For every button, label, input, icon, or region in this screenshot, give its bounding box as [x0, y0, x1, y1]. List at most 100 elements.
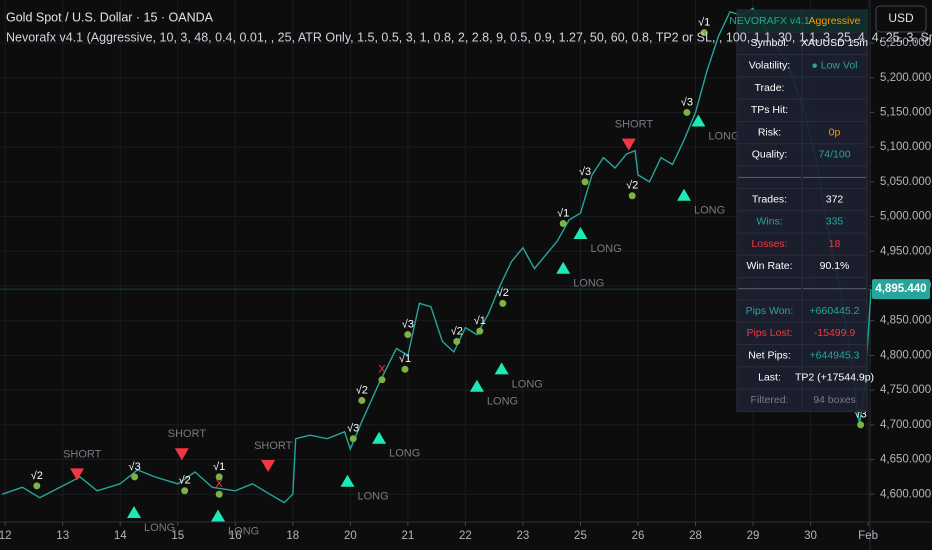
table-cell: Trade: [755, 82, 785, 94]
last-price-label: 4,895.440 [875, 283, 926, 295]
y-tick-label: 5,200.000 [880, 72, 931, 84]
signal-marker [372, 431, 387, 444]
table-cell: 74/100 [818, 149, 850, 161]
table-cell: Wins: [756, 216, 782, 228]
tp-dot [181, 487, 189, 495]
signal-marker [174, 448, 189, 461]
tp-dot [401, 365, 409, 373]
x-tick-label: 21 [401, 530, 414, 542]
y-tick-label: 5,000.000 [880, 211, 931, 223]
tp-label: X [216, 478, 224, 490]
y-tick-label: 4,750.000 [880, 384, 931, 396]
indicator-settings: Nevorafx v4.1 (Aggressive, 10, 3, 48, 0.… [6, 30, 932, 44]
table-cell: Pips Won: [746, 305, 794, 317]
signal-label: LONG [389, 448, 420, 460]
table-cell: Quality: [752, 149, 788, 161]
y-tick-label: 5,100.000 [880, 141, 931, 153]
table-cell: —————— [803, 283, 867, 295]
tp-dot [453, 338, 461, 346]
signal-label: LONG [512, 378, 543, 390]
signal-marker [261, 460, 276, 473]
table-cell: Volatility: [749, 60, 790, 72]
tp-label: √1 [399, 353, 411, 365]
tp-dot [559, 220, 567, 228]
x-tick-label: 20 [344, 530, 357, 542]
table-cell: XAUUSD 15m [801, 37, 868, 49]
signal-marker [469, 379, 484, 392]
signal-label: LONG [590, 243, 621, 255]
signal-marker [127, 506, 142, 519]
tp-label: √1 [698, 17, 710, 29]
tp-dot [349, 435, 357, 443]
tp-dot [476, 327, 484, 335]
signal-marker [621, 138, 636, 151]
table-cell: -15499.9 [814, 327, 856, 339]
tp-dot [358, 397, 366, 405]
table-cell: 18 [829, 238, 841, 250]
tp-label: √2 [451, 325, 463, 337]
y-tick-label: 5,250.000 [880, 37, 931, 49]
x-tick-label: 29 [747, 530, 760, 542]
tp-label: √2 [31, 470, 43, 482]
signal-marker [573, 226, 588, 239]
tp-dot [215, 473, 223, 481]
y-tick-label: 4,650.000 [880, 454, 931, 466]
table-cell: Trades: [752, 193, 787, 205]
signal-label: SHORT [254, 440, 293, 452]
signal-label: LONG [573, 278, 604, 290]
table-cell: ● Low Vol [811, 60, 857, 72]
signal-marker [494, 362, 509, 375]
tp-dot [683, 108, 691, 116]
table-cell: TPs Hit: [751, 104, 788, 116]
y-tick-label: 4,800.000 [880, 349, 931, 361]
x-tick-label: 26 [632, 530, 645, 542]
tp-label: √1 [213, 461, 225, 473]
tp-label: √3 [129, 461, 141, 473]
x-tick-label: 18 [286, 530, 299, 542]
table-cell: TP2 (+17544.9p) [795, 372, 874, 384]
table-cell: 372 [826, 193, 844, 205]
x-tick-label: 22 [459, 530, 472, 542]
y-tick-label: 5,150.000 [880, 106, 931, 118]
x-tick-label: 15 [171, 530, 184, 542]
y-tick-label: 4,950.000 [880, 245, 931, 257]
table-cell: +660445.2 [810, 305, 860, 317]
table-cell: Pips Lost: [746, 327, 792, 339]
table-cell: —————— [738, 171, 802, 183]
x-tick-label: 13 [56, 530, 69, 542]
signal-marker [211, 509, 226, 522]
y-tick-label: 4,600.000 [880, 488, 931, 500]
tp-label: X [378, 364, 386, 376]
table-cell: 335 [826, 216, 844, 228]
last-price-box [872, 279, 930, 300]
tp-dot [581, 178, 589, 186]
table-cell: Losses: [751, 238, 787, 250]
plot: LONG LONG LONG LONG LONG LONG LONG LONG LONG LONG… [0, 7, 930, 537]
tp-label: √1 [474, 315, 486, 327]
tp-label: √1 [557, 207, 569, 219]
tp-label: √2 [179, 475, 191, 487]
table-cell: —————— [803, 171, 867, 183]
table-cell: 94 boxes [813, 394, 856, 406]
tp-dot [700, 29, 708, 37]
signal-label: SHORT [615, 119, 654, 131]
x-tick-label: 30 [804, 530, 817, 542]
table-cell: 0p [829, 126, 841, 138]
tp-label: √2 [356, 384, 368, 396]
x-tick-label: 16 [229, 530, 242, 542]
signal-label: SHORT [168, 428, 207, 440]
signal-marker [340, 474, 355, 487]
signal-label: SHORT [63, 448, 102, 460]
currency-label: USD [888, 11, 914, 25]
signal-marker [677, 188, 692, 201]
tp-label: √2 [497, 287, 509, 299]
tp-dot [628, 192, 636, 200]
x-tick-label: 12 [0, 530, 12, 542]
table-cell: 90.1% [820, 260, 850, 272]
currency-button[interactable] [875, 5, 927, 33]
chart-title: Gold Spot / U.S. Dollar · 15 · OANDA [6, 10, 214, 24]
signal-marker [556, 261, 571, 274]
table-cell: +644945.3 [810, 349, 860, 361]
